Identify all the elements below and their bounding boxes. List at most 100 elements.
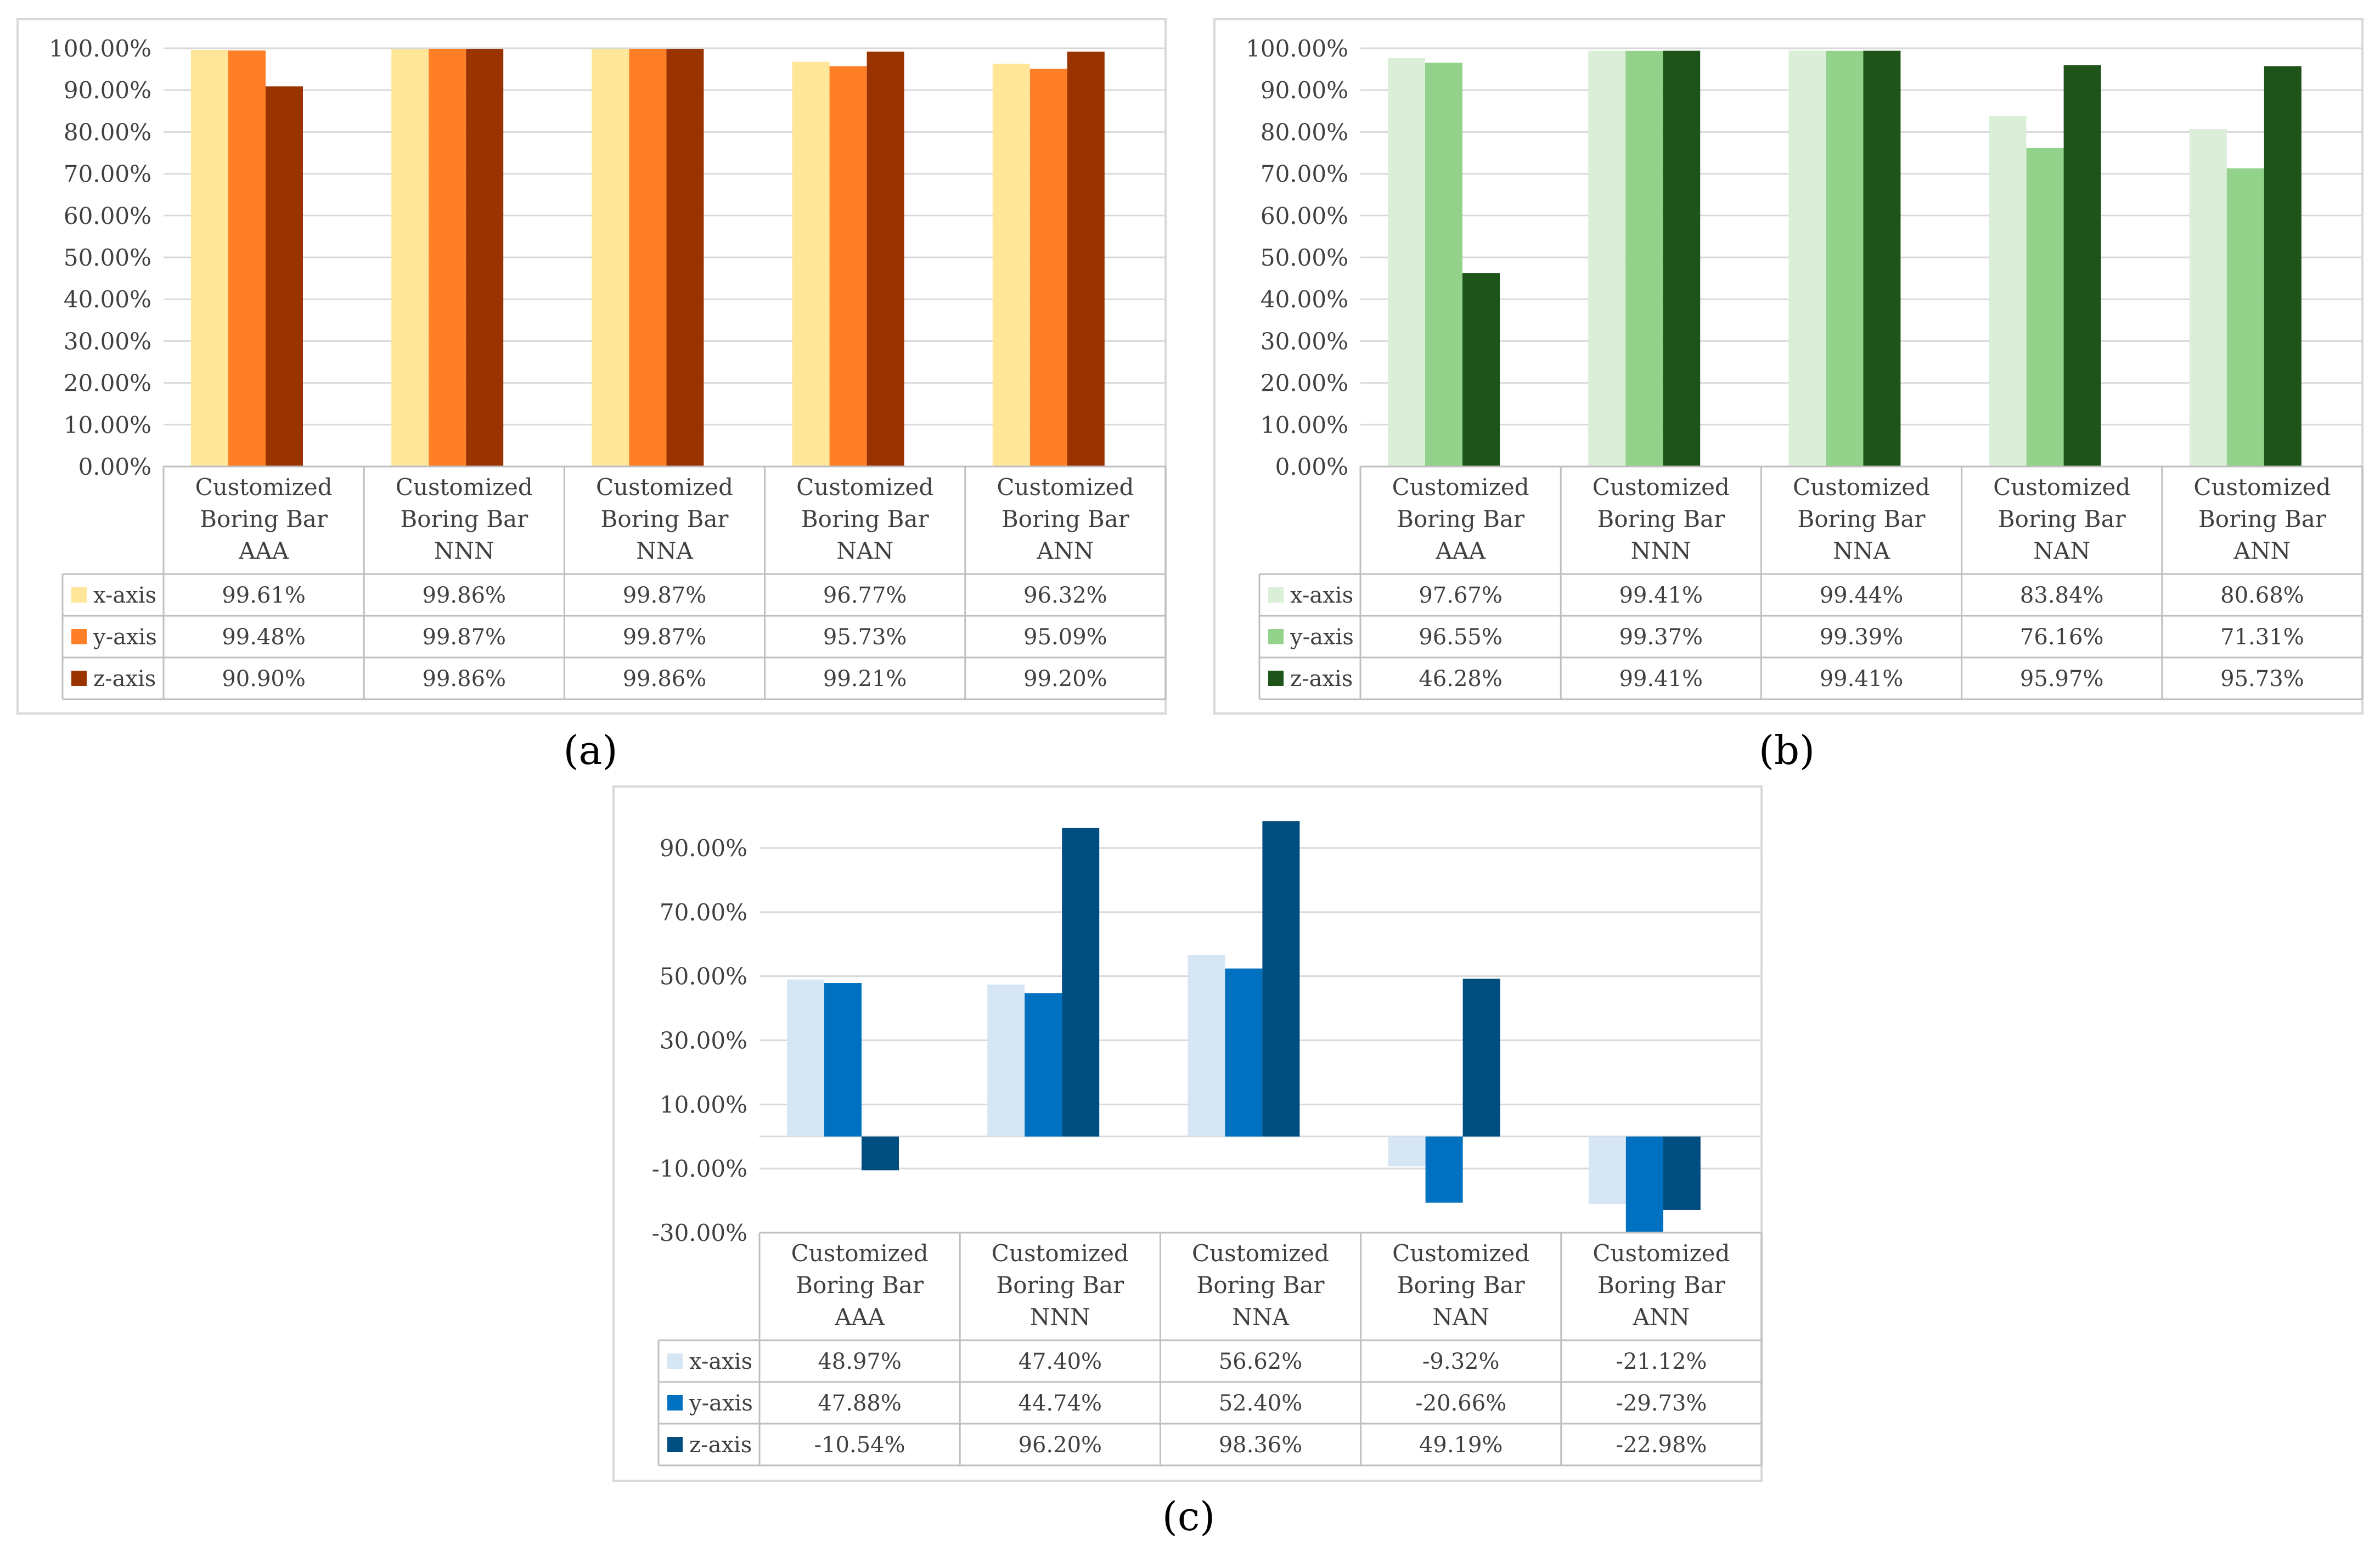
category-label: Customized [1593,474,1730,501]
data-table-value: 99.21% [823,666,907,692]
bar-y-axis [1025,993,1062,1137]
category-label: NAN [836,537,893,564]
bar-x-axis [1788,50,1826,467]
data-table-value: -20.66% [1415,1391,1506,1416]
category-label: ANN [2233,537,2291,564]
bar-x-axis [792,61,830,467]
data-table-value: 99.86% [423,583,507,608]
bar-y-axis [1425,63,1462,467]
y-tick-label: 10.00% [660,1091,747,1118]
data-table-value: 99.41% [1619,583,1703,608]
category-label: Customized [1593,1240,1730,1267]
bar-z-axis [1663,1136,1701,1210]
bar-z-axis [1062,828,1100,1137]
category-label: Boring Bar [1798,505,1926,532]
category-label: Boring Bar [200,505,328,532]
legend-key-x-axis [667,1353,683,1369]
panel-caption-a: (a) [563,727,617,773]
bar-x-axis [2189,129,2227,467]
y-tick-label: 90.00% [1261,77,1348,104]
category-label: Boring Bar [1397,505,1525,532]
category-label: Customized [1392,474,1529,501]
y-tick-label: 100.00% [49,35,151,62]
bar-y-axis [1826,50,1864,467]
legend-key-y-axis [71,629,87,644]
data-table-value: 99.41% [1619,666,1703,692]
legend-key-y-axis [667,1395,683,1410]
category-label: Boring Bar [801,505,930,532]
bar-y-axis [2026,148,2064,467]
category-label: NAN [2033,537,2090,564]
category-label: Boring Bar [1597,505,1725,532]
bar-y-axis [829,66,867,467]
data-table-value: 99.61% [222,583,306,608]
data-table-value: 48.97% [818,1349,902,1374]
bar-x-axis [1588,50,1626,467]
y-tick-label: 10.00% [64,412,151,439]
bar-z-axis [666,49,704,467]
category-label: NAN [1432,1303,1489,1330]
bar-z-axis [1863,50,1901,467]
bar-z-axis [2264,66,2302,467]
y-tick-label: 0.00% [78,453,151,480]
bar-y-axis [1225,968,1263,1137]
y-tick-label: 60.00% [1261,203,1348,229]
bar-x-axis [1588,1136,1626,1205]
legend-key-x-axis [1268,587,1284,603]
data-table-value: 99.39% [1820,625,1904,650]
data-table-value: 56.62% [1219,1349,1303,1374]
bar-y-axis [824,983,862,1137]
category-label: Customized [396,474,533,501]
chart-panel-a: 0.00% 10.00% 20.00% 30.00% 40.00% 50.00% 60.00… [16,18,1167,715]
y-tick-label: 30.00% [660,1027,747,1054]
data-table-value: 99.41% [1820,666,1904,692]
data-table-value: 83.84% [2020,583,2104,608]
data-table-value: 52.40% [1219,1391,1303,1416]
legend-key-x-axis [71,587,87,603]
category-label: NNA [1232,1303,1290,1330]
category-label: Customized [992,1240,1129,1267]
category-label: ANN [1632,1303,1690,1330]
legend-label: z-axis [1290,666,1353,692]
bar-y-axis [228,50,266,467]
y-tick-label: 20.00% [1261,370,1348,397]
data-table-value: 44.74% [1019,1391,1102,1416]
legend-label: x-axis [93,583,156,608]
category-label: AAA [1435,537,1486,564]
data-table-value: 95.73% [2220,666,2304,692]
category-label: ANN [1036,537,1094,564]
category-label: Boring Bar [1397,1272,1526,1299]
y-tick-label: 90.00% [660,835,747,862]
legend-label: y-axis [93,625,157,650]
category-label: NNN [1030,1303,1090,1330]
category-label: Customized [791,1240,929,1267]
data-table-value: 96.77% [823,583,907,608]
data-table-value: 96.20% [1019,1432,1102,1458]
bar-z-axis [1663,50,1701,467]
data-table-value: 95.97% [2020,666,2104,692]
bar-z-axis [1262,821,1300,1137]
y-tick-label: 70.00% [64,161,151,188]
legend-key-y-axis [1268,629,1284,644]
category-label: Customized [1392,1240,1529,1267]
bar-x-axis [1388,1136,1426,1167]
data-table-value: 99.86% [423,666,507,692]
bar-z-axis [1067,52,1105,467]
y-tick-label: 50.00% [660,963,747,990]
category-label: Boring Bar [1597,1272,1726,1299]
data-table-value: 99.87% [623,583,707,608]
bar-x-axis [391,49,429,467]
data-table-value: -10.54% [814,1432,905,1458]
data-table-value: 99.87% [623,625,707,650]
category-label: Customized [1192,1240,1329,1267]
y-tick-label: 70.00% [660,899,747,926]
data-table-value: -22.98% [1616,1432,1707,1458]
y-tick-label: 30.00% [64,328,151,355]
bar-z-axis [862,1136,899,1171]
category-label: Customized [997,474,1134,501]
data-table-value: -29.73% [1616,1391,1707,1416]
chart-frame [612,785,1763,1482]
bar-y-axis [1029,69,1067,467]
y-tick-label: 40.00% [1261,286,1348,313]
